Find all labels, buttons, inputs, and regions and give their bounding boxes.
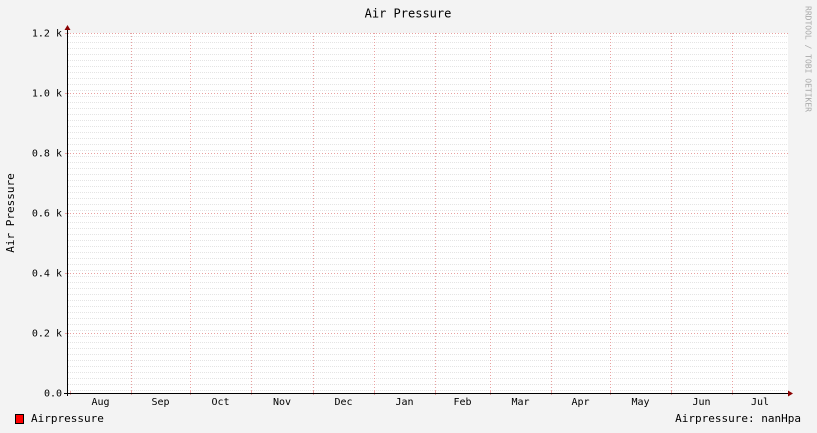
y-tick-label: 1.0 k (32, 89, 62, 100)
y-axis-label: Air Pressure (4, 173, 17, 252)
x-tick-label: Jun (692, 397, 710, 408)
x-tick-label: May (631, 397, 649, 408)
x-tick-label: Aug (91, 397, 109, 408)
legend-label: Airpressure (31, 412, 104, 425)
watermark: RRDTOOL / TOBI OETIKER (804, 6, 813, 112)
y-tick-label: 1.2 k (32, 29, 62, 40)
y-tick-label: 0.6 k (32, 209, 62, 220)
y-tick-label: 0.0 (44, 389, 62, 400)
x-tick-label: Nov (273, 397, 291, 408)
chart-title: Air Pressure (365, 7, 452, 21)
y-tick-label: 0.2 k (32, 329, 62, 340)
legend-note: Airpressure: nanHpa (675, 412, 801, 425)
x-tick-label: Apr (571, 397, 589, 408)
x-tick-label: Jul (751, 397, 769, 408)
y-tick-label: 0.8 k (32, 149, 62, 160)
x-tick-label: Dec (334, 397, 352, 408)
x-tick-label: Oct (211, 397, 229, 408)
legend-swatch (15, 414, 24, 424)
x-tick-label: Mar (511, 397, 529, 408)
y-tick-label: 0.4 k (32, 269, 62, 280)
x-tick-label: Jan (395, 397, 413, 408)
x-axis-arrow (788, 390, 793, 397)
y-axis-arrow (64, 25, 71, 30)
x-tick-label: Feb (453, 397, 471, 408)
x-tick-label: Sep (151, 397, 169, 408)
